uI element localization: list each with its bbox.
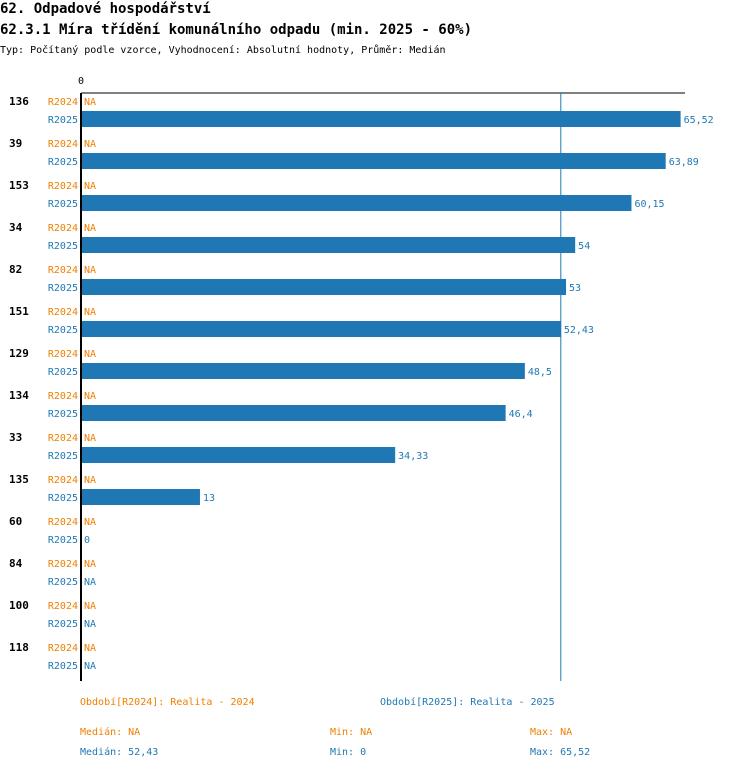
- legend-median-2025: Medián: 52,43: [80, 747, 159, 758]
- series-label-r2025: R2025: [48, 451, 78, 462]
- category-label: 84: [9, 557, 23, 570]
- series-label-r2024: R2024: [48, 601, 78, 612]
- series-label-r2025: R2025: [48, 493, 78, 504]
- data-label-r2025: 46,4: [509, 409, 533, 420]
- series-label-r2024: R2024: [48, 391, 78, 402]
- bar-r2025: [81, 111, 681, 127]
- series-label-r2024: R2024: [48, 349, 78, 360]
- data-label-r2024: NA: [84, 391, 96, 402]
- page-title: 62. Odpadové hospodářství: [0, 1, 211, 17]
- data-label-r2024: NA: [84, 475, 96, 486]
- bar-r2025: [81, 321, 561, 337]
- data-label-r2025: 54: [578, 241, 590, 252]
- data-label-r2024: NA: [84, 139, 96, 150]
- series-label-r2025: R2025: [48, 409, 78, 420]
- series-label-r2024: R2024: [48, 517, 78, 528]
- data-label-r2025: 52,43: [564, 325, 594, 336]
- series-label-r2025: R2025: [48, 367, 78, 378]
- category-label: 135: [9, 473, 29, 486]
- data-label-r2025: NA: [84, 661, 96, 672]
- legend-max-2024: Max: NA: [530, 727, 573, 738]
- category-label: 39: [9, 137, 22, 150]
- bar-r2025: [81, 279, 567, 295]
- category-label: 134: [9, 389, 29, 402]
- category-label: 34: [9, 221, 23, 234]
- chart-subtitle: 62.3.1 Míra třídění komunálního odpadu (…: [0, 22, 473, 38]
- bar-r2025: [81, 405, 506, 421]
- data-label-r2025: 65,52: [684, 115, 714, 126]
- series-label-r2025: R2025: [48, 535, 78, 546]
- series-label-r2025: R2025: [48, 661, 78, 672]
- data-label-r2024: NA: [84, 433, 96, 444]
- category-label: 100: [9, 599, 29, 612]
- series-label-r2025: R2025: [48, 241, 78, 252]
- data-label-r2024: NA: [84, 559, 96, 570]
- data-label-r2025: 53: [569, 283, 581, 294]
- series-label-r2025: R2025: [48, 283, 78, 294]
- data-label-r2024: NA: [84, 265, 96, 276]
- data-label-r2025: 34,33: [398, 451, 428, 462]
- data-label-r2024: NA: [84, 97, 96, 108]
- legend-min-2024: Min: NA: [330, 727, 373, 738]
- series-label-r2024: R2024: [48, 475, 78, 486]
- series-label-r2024: R2024: [48, 139, 78, 150]
- series-label-r2024: R2024: [48, 307, 78, 318]
- bar-chart: 0 136 R2024 R2025 NA 65,52 39 R2024 R2025 NA 63,89…: [9, 76, 714, 681]
- bar-r2025: [81, 153, 666, 169]
- category-label: 136: [9, 95, 29, 108]
- axis-zero-label: 0: [78, 76, 84, 87]
- data-label-r2024: NA: [84, 181, 96, 192]
- series-label-r2025: R2025: [48, 325, 78, 336]
- series-label-r2024: R2024: [48, 265, 78, 276]
- bar-r2025: [81, 489, 200, 505]
- bar-r2025: [81, 447, 396, 463]
- category-label: 151: [9, 305, 29, 318]
- legend-min-2025: Min: 0: [330, 747, 367, 758]
- series-label-r2025: R2025: [48, 199, 78, 210]
- series-label-r2024: R2024: [48, 223, 78, 234]
- category-label: 33: [9, 431, 22, 444]
- category-label: 60: [9, 515, 22, 528]
- legend-median-2024: Medián: NA: [80, 727, 141, 738]
- category-label: 153: [9, 179, 29, 192]
- data-label-r2025: 63,89: [669, 157, 699, 168]
- series-label-r2025: R2025: [48, 115, 78, 126]
- data-label-r2024: NA: [84, 223, 96, 234]
- data-label-r2024: NA: [84, 517, 96, 528]
- data-label-r2024: NA: [84, 643, 96, 654]
- series-label-r2024: R2024: [48, 643, 78, 654]
- series-label-r2025: R2025: [48, 577, 78, 588]
- data-label-r2024: NA: [84, 307, 96, 318]
- data-label-r2024: NA: [84, 349, 96, 360]
- series-label-r2024: R2024: [48, 433, 78, 444]
- chart-info: Typ: Počítaný podle vzorce, Vyhodnocení:…: [0, 45, 446, 56]
- data-label-r2025: 0: [84, 535, 90, 546]
- legend-max-2025: Max: 65,52: [530, 747, 591, 758]
- bar-r2025: [81, 237, 576, 253]
- series-label-r2024: R2024: [48, 181, 78, 192]
- legend-period-2025: Období[R2025]: Realita - 2025: [380, 697, 555, 708]
- data-label-r2025: NA: [84, 577, 96, 588]
- series-label-r2025: R2025: [48, 619, 78, 630]
- legend-period-2024: Období[R2024]: Realita - 2024: [80, 697, 255, 708]
- series-label-r2025: R2025: [48, 157, 78, 168]
- data-label-r2025: 13: [203, 493, 215, 504]
- category-label: 118: [9, 641, 29, 654]
- bar-r2025: [81, 363, 525, 379]
- data-label-r2025: 60,15: [634, 199, 664, 210]
- data-label-r2024: NA: [84, 601, 96, 612]
- data-label-r2025: NA: [84, 619, 96, 630]
- category-label: 129: [9, 347, 29, 360]
- series-label-r2024: R2024: [48, 97, 78, 108]
- category-label: 82: [9, 263, 22, 276]
- series-label-r2024: R2024: [48, 559, 78, 570]
- data-label-r2025: 48,5: [528, 367, 552, 378]
- bar-r2025: [81, 195, 632, 211]
